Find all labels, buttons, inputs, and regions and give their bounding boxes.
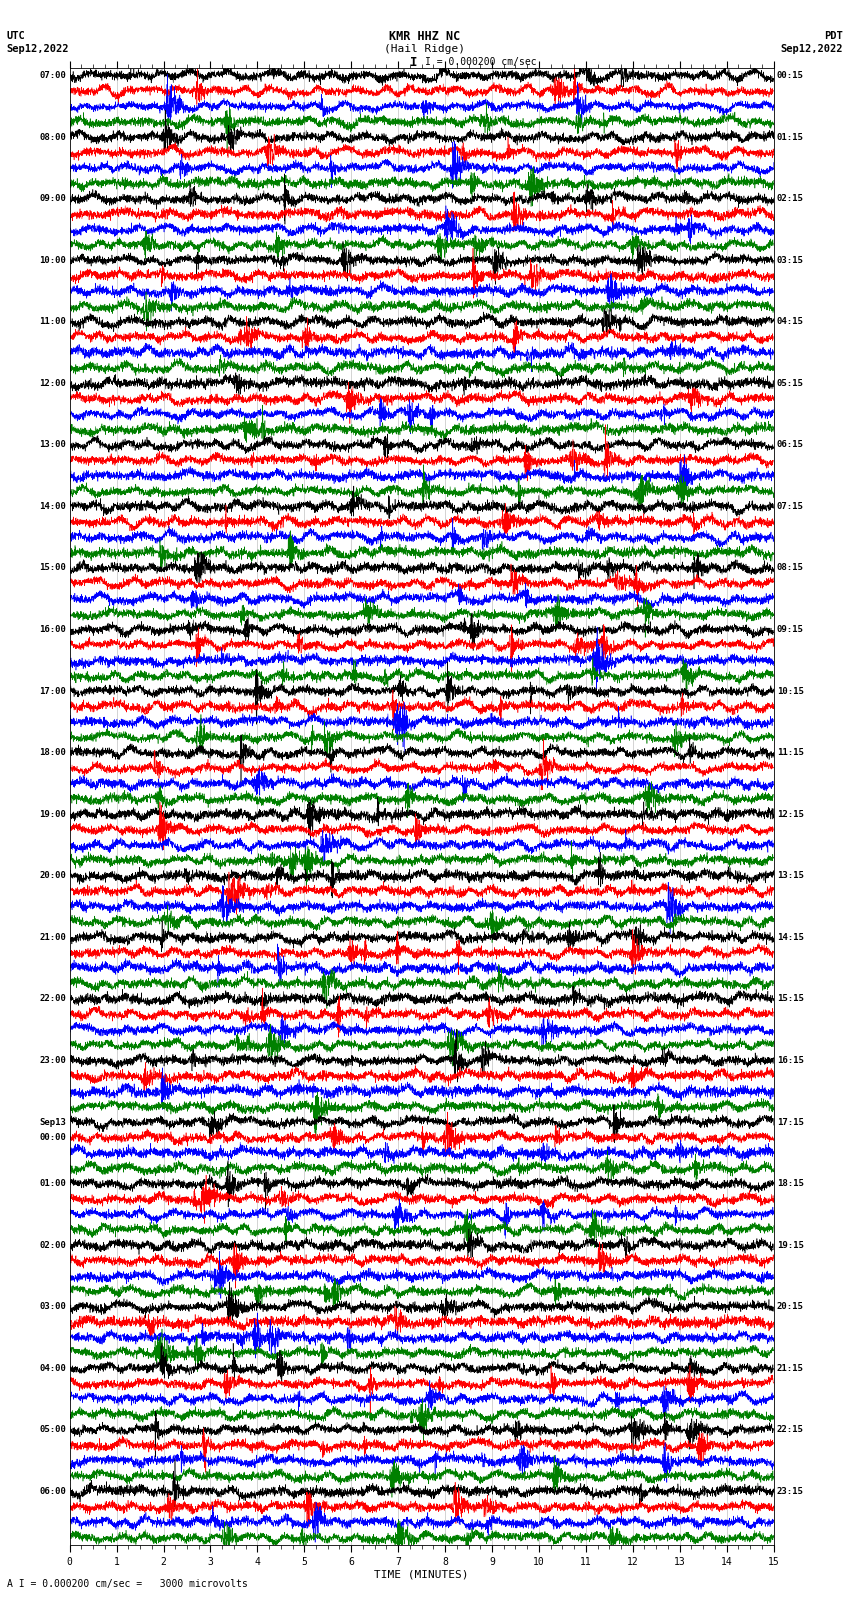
Text: 16:15: 16:15 — [777, 1057, 804, 1065]
Text: UTC: UTC — [7, 31, 26, 42]
Text: 09:15: 09:15 — [777, 624, 804, 634]
Text: 08:00: 08:00 — [39, 132, 66, 142]
Text: A I = 0.000200 cm/sec =   3000 microvolts: A I = 0.000200 cm/sec = 3000 microvolts — [7, 1579, 247, 1589]
Text: 15:00: 15:00 — [39, 563, 66, 573]
Text: 19:15: 19:15 — [777, 1240, 804, 1250]
Text: 16:00: 16:00 — [39, 624, 66, 634]
Text: 09:00: 09:00 — [39, 194, 66, 203]
Text: 14:15: 14:15 — [777, 932, 804, 942]
Text: (Hail Ridge): (Hail Ridge) — [384, 44, 466, 55]
Text: 21:15: 21:15 — [777, 1363, 804, 1373]
Text: 13:00: 13:00 — [39, 440, 66, 450]
Text: 04:15: 04:15 — [777, 318, 804, 326]
Text: Sep13: Sep13 — [39, 1118, 66, 1126]
Text: 18:00: 18:00 — [39, 748, 66, 756]
Text: 17:15: 17:15 — [777, 1118, 804, 1126]
Text: 07:00: 07:00 — [39, 71, 66, 81]
Text: 05:15: 05:15 — [777, 379, 804, 387]
Text: 14:00: 14:00 — [39, 502, 66, 511]
Text: 20:00: 20:00 — [39, 871, 66, 881]
Text: 01:15: 01:15 — [777, 132, 804, 142]
Text: 11:00: 11:00 — [39, 318, 66, 326]
Text: 00:15: 00:15 — [777, 71, 804, 81]
Text: 10:15: 10:15 — [777, 687, 804, 695]
Text: KMR HHZ NC: KMR HHZ NC — [389, 29, 461, 44]
Text: 03:00: 03:00 — [39, 1302, 66, 1311]
Text: 06:15: 06:15 — [777, 440, 804, 450]
Text: 08:15: 08:15 — [777, 563, 804, 573]
Text: I: I — [411, 55, 417, 69]
X-axis label: TIME (MINUTES): TIME (MINUTES) — [374, 1569, 469, 1579]
Text: 21:00: 21:00 — [39, 932, 66, 942]
Text: 22:15: 22:15 — [777, 1426, 804, 1434]
Text: 22:00: 22:00 — [39, 994, 66, 1003]
Text: 02:15: 02:15 — [777, 194, 804, 203]
Text: 18:15: 18:15 — [777, 1179, 804, 1189]
Text: 10:00: 10:00 — [39, 255, 66, 265]
Text: 01:00: 01:00 — [39, 1179, 66, 1189]
Text: 19:00: 19:00 — [39, 810, 66, 819]
Text: PDT: PDT — [824, 31, 843, 42]
Text: 04:00: 04:00 — [39, 1363, 66, 1373]
Text: 17:00: 17:00 — [39, 687, 66, 695]
Text: 03:15: 03:15 — [777, 255, 804, 265]
Text: 02:00: 02:00 — [39, 1240, 66, 1250]
Text: 20:15: 20:15 — [777, 1302, 804, 1311]
Text: 06:00: 06:00 — [39, 1487, 66, 1495]
Text: 00:00: 00:00 — [39, 1132, 66, 1142]
Text: 07:15: 07:15 — [777, 502, 804, 511]
Text: 05:00: 05:00 — [39, 1426, 66, 1434]
Text: 23:00: 23:00 — [39, 1057, 66, 1065]
Text: I = 0.000200 cm/sec: I = 0.000200 cm/sec — [425, 56, 536, 68]
Text: 23:15: 23:15 — [777, 1487, 804, 1495]
Text: Sep12,2022: Sep12,2022 — [780, 44, 843, 55]
Text: Sep12,2022: Sep12,2022 — [7, 44, 70, 55]
Text: 13:15: 13:15 — [777, 871, 804, 881]
Text: 12:00: 12:00 — [39, 379, 66, 387]
Text: 15:15: 15:15 — [777, 994, 804, 1003]
Text: 11:15: 11:15 — [777, 748, 804, 756]
Text: 12:15: 12:15 — [777, 810, 804, 819]
